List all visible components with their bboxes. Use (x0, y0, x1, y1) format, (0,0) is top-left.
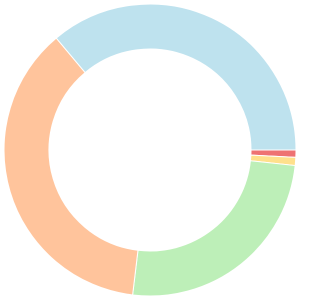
donut-segment (3, 37, 139, 296)
chart (3, 3, 297, 297)
donut-segment (55, 3, 297, 151)
donut-segment (132, 160, 296, 297)
